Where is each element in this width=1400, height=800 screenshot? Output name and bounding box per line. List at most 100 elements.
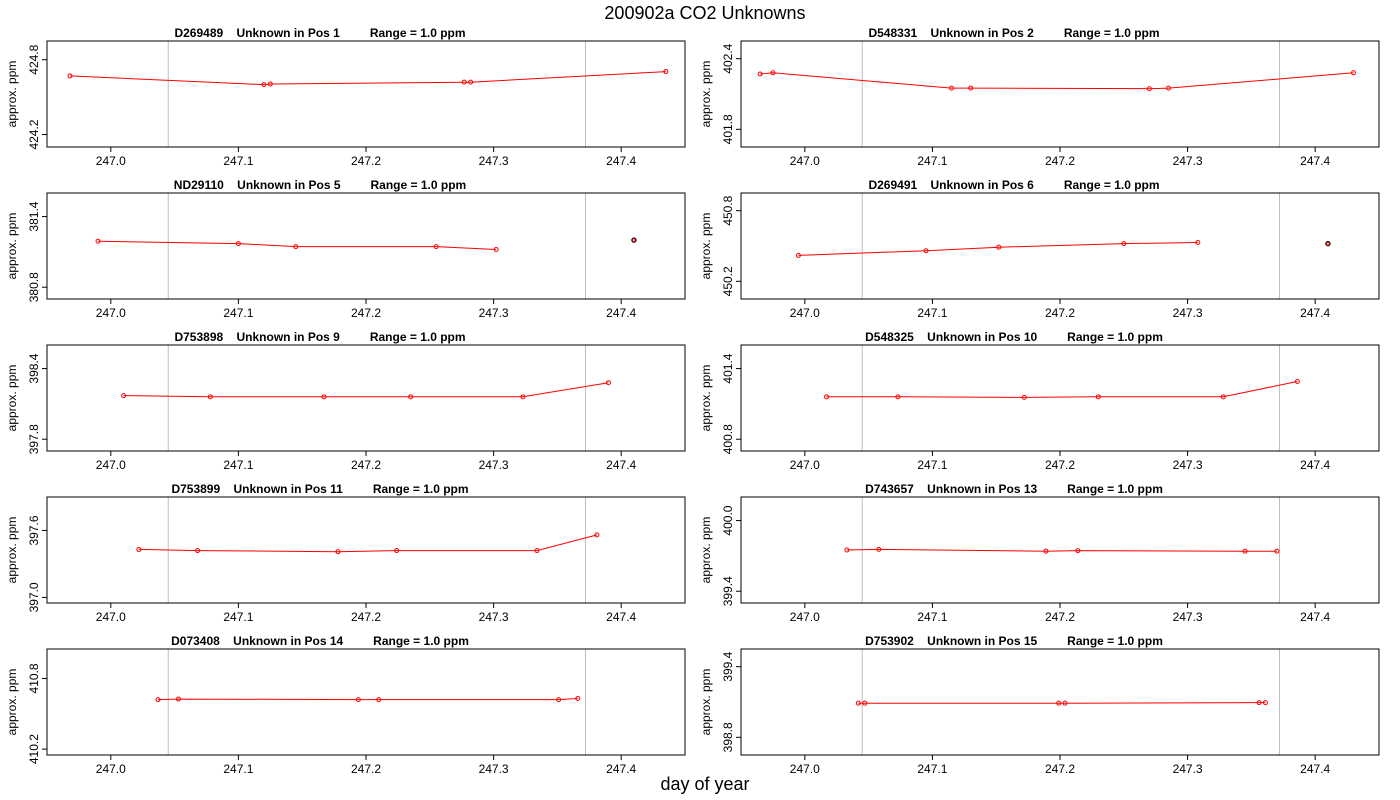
chart-panel: D743657 Unknown in Pos 13 Range = 1.0 pp… (699, 482, 1380, 624)
y-tick-label: 424.8 (27, 44, 41, 74)
x-tick-label: 247.3 (1173, 154, 1203, 168)
data-point (1056, 700, 1062, 706)
series-line (826, 381, 1298, 398)
x-tick-label: 247.0 (790, 610, 820, 624)
x-tick-label: 247.2 (1045, 306, 1075, 320)
data-point (823, 394, 829, 400)
y-tick-label: 397.0 (27, 582, 41, 612)
y-tick-label: 410.8 (27, 663, 41, 693)
data-point (493, 247, 499, 253)
data-point (394, 548, 400, 554)
isolated-point-inner (632, 238, 636, 242)
data-point (1075, 548, 1081, 554)
panel-title: D548331 Unknown in Pos 2 Range = 1.0 ppm (868, 26, 1159, 40)
data-point (293, 244, 299, 250)
panel-title: D753898 Unknown in Pos 9 Range = 1.0 ppm (174, 330, 465, 344)
isolated-point (631, 237, 637, 243)
data-point (520, 394, 526, 400)
y-tick-label: 399.4 (721, 576, 735, 606)
y-tick-label: 398.8 (721, 722, 735, 752)
x-tick-label: 247.2 (1045, 762, 1075, 776)
x-tick-label: 247.0 (790, 306, 820, 320)
y-axis-label: approx. ppm (5, 213, 19, 280)
x-tick-label: 247.0 (96, 762, 126, 776)
data-point (461, 79, 467, 85)
data-point (1220, 394, 1226, 400)
x-tick-label: 247.4 (1300, 762, 1330, 776)
series-line (798, 242, 1198, 256)
panel-title: D753902 Unknown in Pos 15 Range = 1.0 pp… (865, 634, 1163, 648)
x-tick-label: 247.0 (790, 458, 820, 472)
x-tick-label: 247.3 (479, 610, 509, 624)
x-tick-label: 247.4 (1300, 458, 1330, 472)
x-tick-label: 247.3 (479, 762, 509, 776)
x-tick-label: 247.4 (606, 762, 636, 776)
x-tick-label: 247.0 (96, 610, 126, 624)
y-axis-label: approx. ppm (5, 61, 19, 128)
x-tick-label: 247.2 (351, 762, 381, 776)
x-tick-label: 247.3 (479, 154, 509, 168)
x-tick-label: 247.4 (1300, 610, 1330, 624)
panel-title: D753899 Unknown in Pos 11 Range = 1.0 pp… (171, 482, 468, 496)
x-tick-label: 247.2 (351, 610, 381, 624)
data-point (534, 548, 540, 554)
data-point (433, 244, 439, 250)
x-tick-label: 247.2 (1045, 610, 1075, 624)
y-tick-label: 410.2 (27, 734, 41, 764)
data-point (1165, 85, 1171, 91)
x-axis-title: day of year (660, 774, 750, 794)
data-point (235, 241, 241, 247)
series-line (138, 534, 598, 553)
y-tick-label: 402.4 (721, 43, 735, 73)
x-tick-label: 247.1 (917, 154, 947, 168)
x-tick-label: 247.4 (1300, 306, 1330, 320)
series-line (760, 72, 1354, 90)
data-point (175, 696, 181, 702)
data-point (1062, 700, 1068, 706)
plot-frame (46, 344, 686, 452)
x-tick-label: 247.3 (479, 458, 509, 472)
data-point (376, 697, 382, 703)
plot-frame (46, 40, 686, 148)
data-point (1095, 394, 1101, 400)
series-line (69, 71, 666, 86)
x-tick-label: 247.3 (479, 306, 509, 320)
x-tick-label: 247.4 (606, 154, 636, 168)
data-point (1262, 700, 1268, 706)
data-point (757, 71, 763, 77)
y-tick-label: 399.4 (721, 651, 735, 681)
y-axis-label: approx. ppm (5, 365, 19, 432)
data-point (968, 85, 974, 91)
panel-title: D073408 Unknown in Pos 14 Range = 1.0 pp… (171, 634, 469, 648)
y-tick-label: 398.4 (27, 353, 41, 383)
data-point (408, 394, 414, 400)
data-point (895, 394, 901, 400)
x-tick-label: 247.2 (1045, 154, 1075, 168)
data-point (575, 695, 581, 701)
series-line (157, 698, 578, 701)
y-tick-label: 397.8 (27, 424, 41, 454)
y-tick-label: 400.0 (721, 505, 735, 535)
chart-panel: D269489 Unknown in Pos 1 Range = 1.0 ppm… (5, 26, 686, 168)
data-point (1146, 86, 1152, 92)
x-tick-label: 247.1 (917, 610, 947, 624)
y-tick-label: 400.8 (721, 424, 735, 454)
series-line (846, 548, 1277, 552)
data-point (195, 548, 201, 554)
data-point (876, 546, 882, 552)
y-axis-label: approx. ppm (699, 61, 713, 128)
panel-title: ND29110 Unknown in Pos 5 Range = 1.0 ppm (174, 178, 466, 192)
y-tick-label: 450.2 (721, 266, 735, 296)
data-point (267, 81, 273, 87)
x-tick-label: 247.4 (1300, 154, 1330, 168)
y-axis-label: approx. ppm (699, 213, 713, 280)
data-point (95, 238, 101, 244)
data-point (770, 70, 776, 76)
data-point (121, 393, 127, 399)
x-tick-label: 247.0 (790, 762, 820, 776)
chart-panel: D753902 Unknown in Pos 15 Range = 1.0 pp… (699, 634, 1380, 776)
data-point (207, 394, 213, 400)
y-tick-label: 401.8 (721, 114, 735, 144)
x-tick-label: 247.0 (96, 306, 126, 320)
